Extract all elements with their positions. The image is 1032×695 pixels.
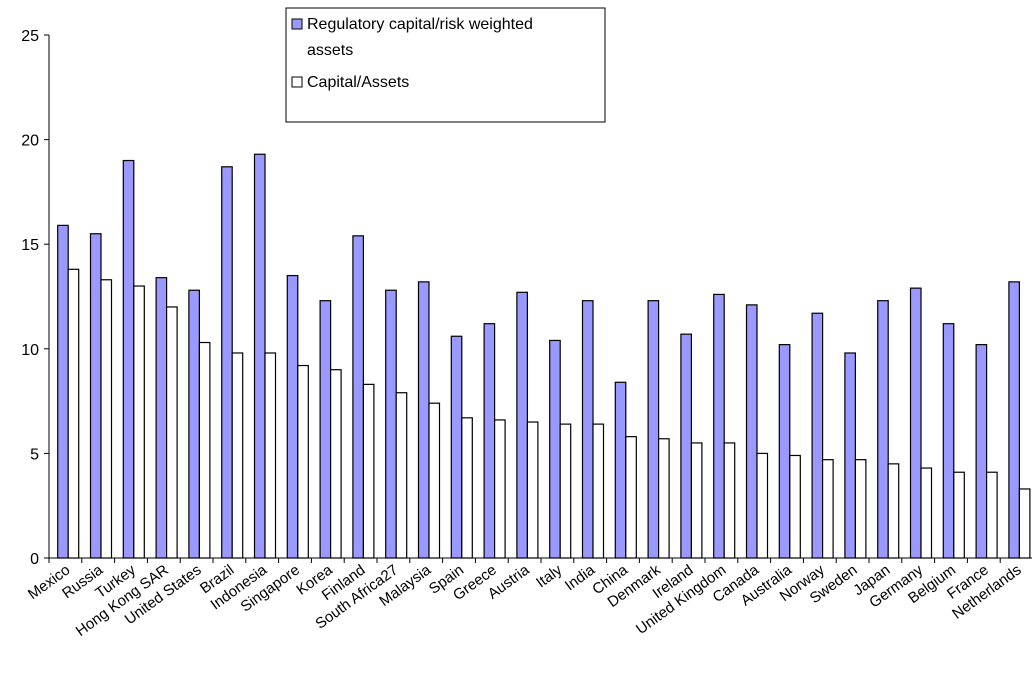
bar-regulatory-capital (385, 289, 397, 559)
y-tick-label: 0 (30, 551, 39, 568)
bar-regulatory-capital (253, 153, 266, 559)
bar-capital-assets (854, 459, 867, 559)
bar-regulatory-capital (122, 159, 135, 559)
bar-capital-assets (100, 279, 113, 559)
bar-capital-assets (67, 268, 80, 559)
bar-regulatory-capital (614, 381, 627, 559)
y-axis: 0 5 10 15 20 25 (21, 28, 50, 568)
bar-capital-assets (461, 417, 473, 559)
bar-regulatory-capital (581, 300, 594, 559)
bar-regulatory-capital (450, 335, 463, 559)
y-tick-label: 25 (21, 28, 39, 45)
bar-regulatory-capital (417, 281, 430, 559)
bar-capital-assets (559, 423, 572, 559)
bar-regulatory-capital (286, 274, 299, 559)
bar-regulatory-capital (844, 352, 857, 559)
bar-capital-assets (330, 369, 342, 559)
bar-regulatory-capital (680, 333, 693, 559)
legend-box (285, 7, 606, 123)
legend-label-series-1-line-1: Regulatory capital/risk weighted (307, 16, 533, 33)
legend-label-series-1-line-2: assets (307, 42, 353, 59)
bar-capital-assets (198, 341, 211, 559)
bar-capital-assets (887, 463, 900, 559)
bar-regulatory-capital (352, 235, 364, 559)
bar-capital-assets (625, 436, 637, 559)
bar-regulatory-capital (483, 323, 496, 559)
bar-capital-assets (297, 364, 309, 559)
bar-capital-assets (231, 352, 244, 559)
y-tick-label: 5 (30, 446, 39, 463)
legend-swatch-series-2 (291, 76, 303, 88)
bar-regulatory-capital (89, 233, 102, 559)
bar-capital-assets (362, 383, 375, 559)
bar-capital-assets (953, 471, 965, 559)
bar-regulatory-capital (647, 300, 660, 559)
bar-regulatory-capital (942, 323, 955, 559)
bar-regulatory-capital (713, 293, 725, 559)
bar-capital-assets (690, 442, 703, 559)
bar-capital-assets (526, 421, 539, 559)
bar-regulatory-capital (188, 289, 200, 559)
bar-regulatory-capital (1008, 281, 1021, 559)
bar-regulatory-capital (778, 344, 791, 559)
bar-capital-assets (1018, 488, 1031, 559)
y-tick-label: 10 (21, 342, 39, 359)
bar-capital-assets (264, 352, 277, 559)
bar-regulatory-capital (877, 300, 889, 559)
bar-capital-assets (428, 402, 441, 559)
bar-capital-assets (133, 285, 145, 559)
bar-capital-assets (657, 438, 670, 559)
bar-regulatory-capital (811, 312, 824, 559)
bar-capital-assets (395, 392, 408, 559)
bar-capital-assets (920, 467, 933, 559)
x-category-label: Italy (533, 561, 566, 591)
y-tick-label: 20 (21, 133, 39, 150)
bar-capital-assets (789, 454, 801, 559)
bar-regulatory-capital (57, 224, 69, 559)
bar-regulatory-capital (319, 300, 332, 559)
bar-regulatory-capital (155, 277, 168, 559)
bar-capital-assets (494, 419, 506, 559)
bar-capital-assets (985, 471, 998, 559)
bar-regulatory-capital (745, 304, 758, 559)
bar-regulatory-capital (516, 291, 529, 559)
bar-regulatory-capital (549, 339, 561, 559)
bar-capital-assets (821, 459, 834, 559)
bar-capital-assets (756, 452, 769, 559)
bar-regulatory-capital (221, 166, 233, 559)
y-tick-label: 15 (21, 237, 39, 254)
bar-regulatory-capital (909, 287, 922, 559)
bar-regulatory-capital (975, 344, 988, 559)
bars-group (57, 153, 1031, 559)
bar-capital-assets (592, 423, 605, 559)
legend: Regulatory capital/risk weighted assets … (285, 7, 606, 123)
bar-capital-assets (166, 306, 178, 559)
legend-swatch-series-1 (291, 18, 303, 30)
bar-capital-assets (723, 442, 736, 559)
legend-label-series-2: Capital/Assets (307, 74, 409, 91)
